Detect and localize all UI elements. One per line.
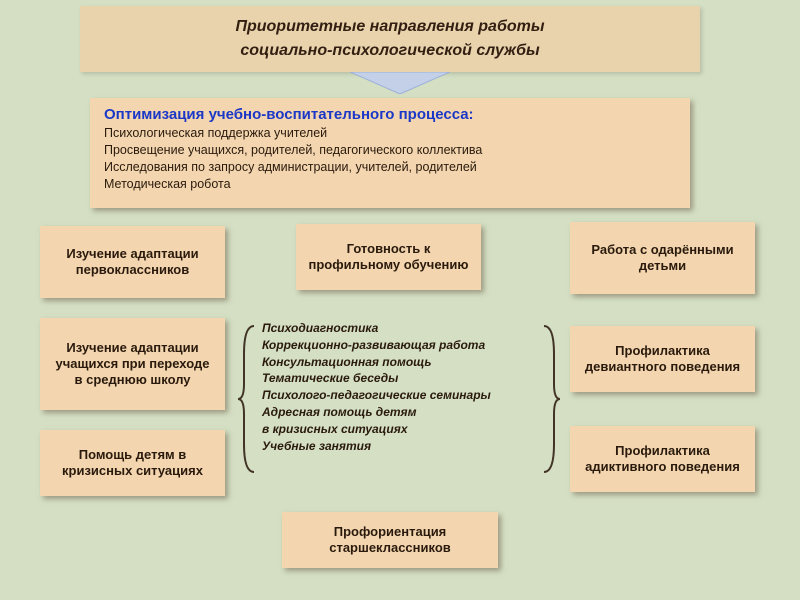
box-text: Помощь детям в кризисных ситуациях [50, 447, 215, 480]
list-item: Учебные занятия [262, 438, 542, 455]
box-text: Работа с одарёнными детьми [580, 242, 745, 275]
box-addictive-prevention: Профилактика адиктивного поведения [570, 426, 755, 492]
box-deviant-prevention: Профилактика девиантного поведения [570, 326, 755, 392]
main-line-1: Просвещение учащихся, родителей, педагог… [104, 142, 676, 159]
box-text: Изучение адаптации учащихся при переходе… [50, 340, 215, 389]
box-text: Профориентация старшеклассников [292, 524, 488, 557]
box-text: Изучение адаптации первоклассников [50, 246, 215, 279]
header-line-1: Приоритетные направления работы [235, 15, 544, 39]
brace-left-icon [236, 324, 258, 474]
box-career-guidance: Профориентация старшеклассников [282, 512, 498, 568]
box-adaptation-middle-school: Изучение адаптации учащихся при переходе… [40, 318, 225, 410]
list-item: Адресная помощь детям [262, 404, 542, 421]
list-item: Тематические беседы [262, 370, 542, 387]
arrow-down-icon [350, 72, 450, 94]
brace-right-icon [540, 324, 562, 474]
list-item: в кризисных ситуациях [262, 421, 542, 438]
main-line-3: Методическая робота [104, 176, 676, 193]
box-text: Профилактика адиктивного поведения [580, 443, 745, 476]
box-crisis-help: Помощь детям в кризисных ситуациях [40, 430, 225, 496]
list-item: Психодиагностика [262, 320, 542, 337]
box-text: Профилактика девиантного поведения [580, 343, 745, 376]
main-line-2: Исследования по запросу администрации, у… [104, 159, 676, 176]
list-item: Консультационная помощь [262, 354, 542, 371]
main-content-box: Оптимизация учебно-воспитательного проце… [90, 98, 690, 208]
list-item: Психолого-педагогические семинары [262, 387, 542, 404]
box-adaptation-first-graders: Изучение адаптации первоклассников [40, 226, 225, 298]
list-item: Коррекционно-развивающая работа [262, 337, 542, 354]
main-line-0: Психологическая поддержка учителей [104, 125, 676, 142]
box-readiness-profile: Готовность к профильному обучению [296, 224, 481, 290]
center-methods-list: Психодиагностика Коррекционно-развивающа… [262, 320, 542, 454]
box-text: Готовность к профильному обучению [306, 241, 471, 274]
main-title: Оптимизация учебно-воспитательного проце… [104, 106, 676, 123]
header-line-2: социально-психологической службы [240, 39, 539, 63]
header-banner: Приоритетные направления работы социальн… [80, 6, 700, 72]
box-gifted-children: Работа с одарёнными детьми [570, 222, 755, 294]
